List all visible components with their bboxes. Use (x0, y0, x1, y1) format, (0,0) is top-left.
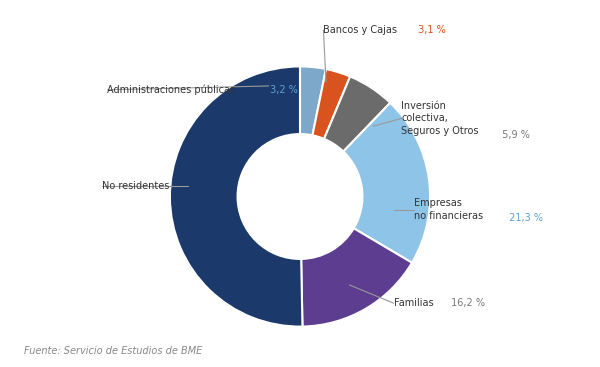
Text: 50,3 %: 50,3 % (187, 181, 228, 191)
Text: 5,9 %: 5,9 % (499, 130, 530, 140)
Text: Fuente: Servicio de Estudios de BME: Fuente: Servicio de Estudios de BME (24, 346, 202, 356)
Wedge shape (324, 76, 390, 152)
Wedge shape (170, 66, 302, 327)
Text: Administraciones públicas: Administraciones públicas (107, 84, 236, 95)
Wedge shape (301, 228, 412, 327)
Wedge shape (300, 66, 326, 135)
Text: 16,2 %: 16,2 % (448, 298, 485, 308)
Text: Inversión
colectiva,
Seguros y Otros: Inversión colectiva, Seguros y Otros (401, 101, 479, 136)
Text: No residentes: No residentes (102, 181, 170, 191)
Text: 21,3 %: 21,3 % (506, 213, 543, 223)
Text: Familias: Familias (394, 298, 433, 308)
Text: Bancos y Cajas: Bancos y Cajas (323, 25, 397, 35)
Text: 3,2 %: 3,2 % (268, 85, 298, 95)
Wedge shape (313, 69, 350, 139)
Wedge shape (343, 103, 430, 263)
Text: 3,1 %: 3,1 % (415, 25, 445, 35)
Text: Empresas
no financieras: Empresas no financieras (415, 198, 484, 221)
